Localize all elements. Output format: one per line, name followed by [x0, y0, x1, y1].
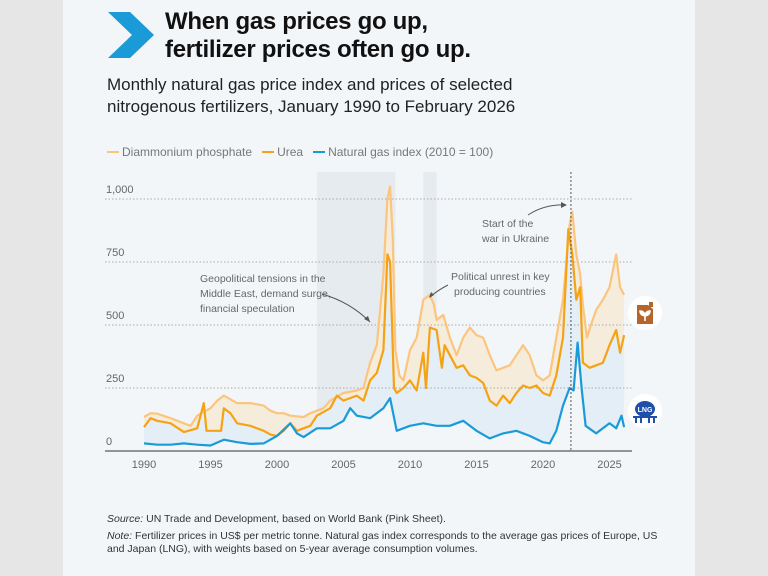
x-tick-label: 1995	[198, 459, 222, 470]
series-area	[144, 342, 625, 451]
annotation-arrow	[527, 204, 567, 216]
annotation-arrowhead	[364, 316, 370, 322]
annotation-arrowhead	[429, 292, 434, 298]
legend: Diammonium phosphate Urea Natural gas in…	[107, 145, 493, 159]
footnotes: Source: UN Trade and Development, based …	[107, 513, 667, 560]
legend-item-gas: Natural gas index (2010 = 100)	[313, 145, 493, 159]
note: Note: Fertilizer prices in US$ per metri…	[107, 530, 658, 555]
legend-swatch	[107, 151, 119, 153]
series-line	[143, 341, 626, 447]
legend-label: Natural gas index (2010 = 100)	[328, 145, 494, 159]
series-line	[143, 185, 626, 427]
x-tick-label: 1990	[132, 459, 156, 470]
annotation-geopolitical: Geopolitical tensions in the Middle East,…	[200, 273, 331, 315]
page-title: When gas prices go up, fertilizer prices…	[165, 8, 471, 64]
line-chart: 0 250 500 750 1,000 1990 1995 2000 2005 2010 2015…	[105, 172, 632, 470]
subtitle-line: nitrogenous fertilizers, January 1990 to…	[107, 97, 516, 116]
x-tick-label: 2025	[597, 459, 621, 470]
x-tick-label: 2020	[531, 459, 555, 470]
lng-tank-icon: LNG	[628, 394, 662, 428]
y-tick-label: 750	[106, 247, 124, 259]
subtitle-line: Monthly natural gas price index and pric…	[107, 75, 513, 94]
y-tick-label: 0	[106, 436, 112, 448]
subtitle: Monthly natural gas price index and pric…	[107, 74, 515, 118]
svg-text:LNG: LNG	[638, 407, 653, 414]
legend-item-dap: Diammonium phosphate	[107, 145, 252, 159]
title-line: When gas prices go up,	[165, 8, 428, 35]
legend-label: Diammonium phosphate	[122, 145, 253, 159]
legend-item-urea: Urea	[262, 145, 303, 159]
x-tick-label: 2005	[331, 459, 355, 470]
x-tick-label: 2015	[464, 459, 488, 470]
legend-label: Urea	[277, 145, 304, 159]
legend-swatch	[313, 151, 326, 153]
annotation-ukraine: Start of the war in Ukraine	[481, 218, 549, 245]
y-tick-label: 1,000	[106, 184, 134, 196]
annotation-arrowhead	[561, 202, 567, 208]
annotation-unrest: Political unrest in key producing countri…	[451, 271, 550, 298]
legend-swatch	[262, 151, 275, 153]
y-tick-label: 250	[106, 373, 124, 385]
source-note: Source: UN Trade and Development, based …	[107, 513, 446, 525]
title-line: fertilizer prices often go up.	[165, 36, 471, 63]
y-tick-label: 500	[106, 310, 124, 322]
series-line	[143, 228, 626, 437]
x-tick-label: 2010	[398, 459, 422, 470]
chevron-icon	[108, 12, 154, 58]
x-tick-label: 2000	[265, 459, 289, 470]
fertilizer-jerrycan-icon	[628, 296, 662, 330]
